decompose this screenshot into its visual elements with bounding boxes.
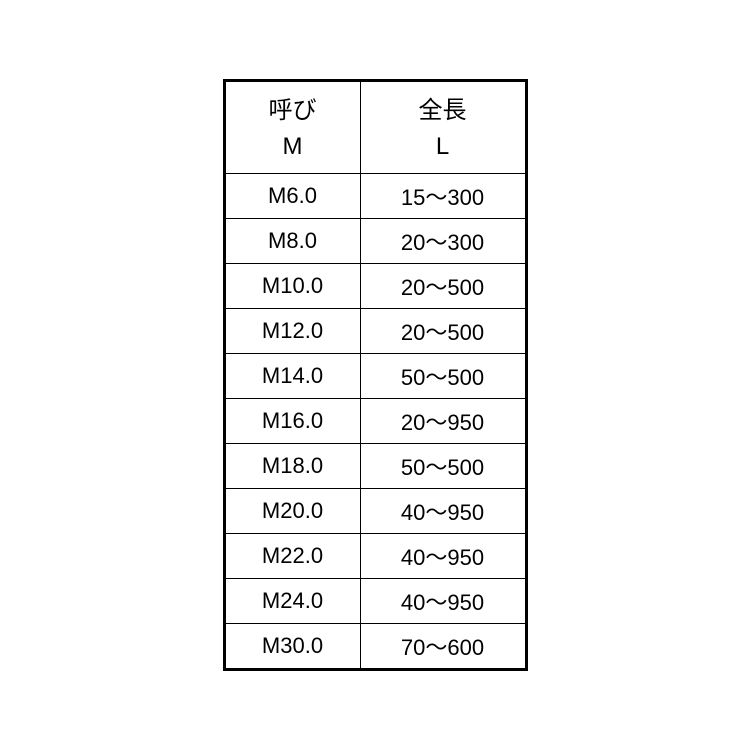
cell-m: M20.0 <box>225 489 360 534</box>
spec-table: 呼び 全長 M L M6.0 15～300 M8.0 20～300 M10.0 … <box>225 81 526 669</box>
cell-m: M16.0 <box>225 399 360 444</box>
table-row: M20.0 40～950 <box>225 489 525 534</box>
cell-l: 40～950 <box>360 489 525 534</box>
table-body: M6.0 15～300 M8.0 20～300 M10.0 20～500 M12… <box>225 174 525 669</box>
cell-m: M30.0 <box>225 624 360 669</box>
cell-l: 20～500 <box>360 264 525 309</box>
cell-l: 70～600 <box>360 624 525 669</box>
table-row: M10.0 20～500 <box>225 264 525 309</box>
header-m-top: 呼び <box>225 82 360 128</box>
cell-l: 20～500 <box>360 309 525 354</box>
header-l-top: 全長 <box>360 82 525 128</box>
table-row: M14.0 50～500 <box>225 354 525 399</box>
cell-m: M12.0 <box>225 309 360 354</box>
table-row: M8.0 20～300 <box>225 219 525 264</box>
table-row: M24.0 40～950 <box>225 579 525 624</box>
header-row-top: 呼び 全長 <box>225 82 525 128</box>
spec-table-container: 呼び 全長 M L M6.0 15～300 M8.0 20～300 M10.0 … <box>223 79 528 671</box>
table-row: M30.0 70～600 <box>225 624 525 669</box>
table-row: M12.0 20～500 <box>225 309 525 354</box>
header-m-bottom: M <box>225 128 360 174</box>
cell-l: 20～950 <box>360 399 525 444</box>
cell-m: M8.0 <box>225 219 360 264</box>
cell-m: M22.0 <box>225 534 360 579</box>
table-row: M18.0 50～500 <box>225 444 525 489</box>
header-row-bottom: M L <box>225 128 525 174</box>
cell-m: M10.0 <box>225 264 360 309</box>
cell-l: 50～500 <box>360 444 525 489</box>
table-row: M22.0 40～950 <box>225 534 525 579</box>
cell-l: 40～950 <box>360 534 525 579</box>
cell-l: 15～300 <box>360 174 525 219</box>
cell-l: 50～500 <box>360 354 525 399</box>
cell-m: M6.0 <box>225 174 360 219</box>
cell-m: M18.0 <box>225 444 360 489</box>
cell-l: 20～300 <box>360 219 525 264</box>
cell-l: 40～950 <box>360 579 525 624</box>
header-l-bottom: L <box>360 128 525 174</box>
cell-m: M24.0 <box>225 579 360 624</box>
cell-m: M14.0 <box>225 354 360 399</box>
table-row: M16.0 20～950 <box>225 399 525 444</box>
table-row: M6.0 15～300 <box>225 174 525 219</box>
